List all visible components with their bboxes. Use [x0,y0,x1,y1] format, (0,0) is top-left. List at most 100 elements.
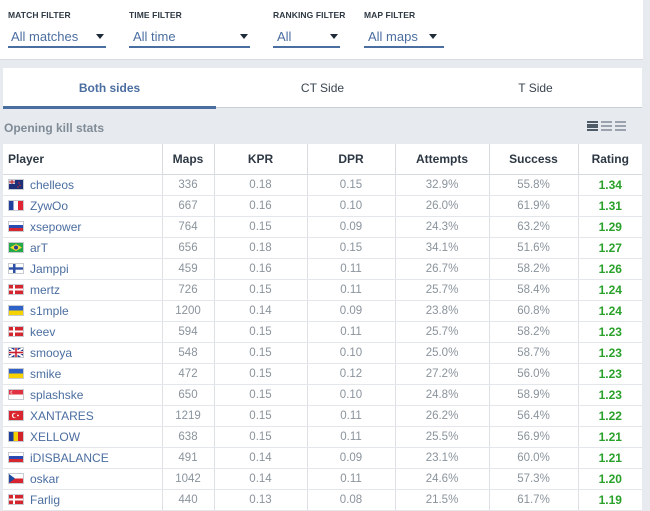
attempts-cell: 25.5% [395,426,490,448]
dpr-cell: 0.08 [307,489,396,511]
rating-cell: 1.23 [578,384,642,406]
brazil-flag-icon [8,241,24,253]
map-filter-select[interactable]: All maps [364,26,444,48]
rating-cell: 1.23 [578,342,642,364]
player-cell: smooya [3,342,163,364]
rating-cell: 1.20 [578,468,642,490]
france-flag-icon [8,199,24,211]
table-row[interactable]: XANTARES 1219 0.15 0.11 26.2% 56.4% 1.22 [3,405,642,427]
table-row[interactable]: arT 656 0.18 0.15 34.1% 51.6% 1.27 [3,237,642,259]
header-attempts[interactable]: Attempts [395,144,490,175]
player-name-link[interactable]: smooya [30,345,73,360]
player-name-link[interactable]: splashske [30,387,84,402]
romania-flag-icon [8,430,24,442]
kpr-cell: 0.15 [214,321,308,343]
maps-cell: 667 [162,195,215,217]
match-filter-select[interactable]: All matches [8,26,106,48]
dpr-cell: 0.15 [307,174,396,196]
success-cell: 58.4% [489,279,579,301]
attempts-cell: 24.3% [395,216,490,238]
rating-cell: 1.21 [578,447,642,469]
table-row[interactable]: mertz 726 0.15 0.11 25.7% 58.4% 1.24 [3,279,642,301]
kpr-cell: 0.16 [214,195,308,217]
dpr-cell: 0.10 [307,384,396,406]
match-filter-label: MATCH FILTER [8,10,71,20]
match-filter-value: All matches [11,28,79,44]
player-name-link[interactable]: Farlig [30,492,61,507]
table-row[interactable]: keev 594 0.15 0.11 25.7% 58.2% 1.23 [3,321,642,343]
opening-kill-stats-table: Player Maps KPR DPR Attempts Success Rat… [3,144,642,511]
player-name-link[interactable]: XANTARES [30,408,94,423]
success-cell: 57.3% [489,468,579,490]
player-name-link[interactable]: mertz [30,282,60,297]
denmark-flag-icon [8,283,24,295]
table-row[interactable]: smooya 548 0.15 0.10 25.0% 58.7% 1.23 [3,342,642,364]
ranking-filter-select[interactable]: All [273,26,340,48]
ranking-filter-value: All [277,28,292,44]
tab-t-side[interactable]: T Side [429,68,642,108]
table-row[interactable]: s1mple 1200 0.14 0.09 23.8% 60.8% 1.24 [3,300,642,322]
player-cell: XANTARES [3,405,163,427]
table-row[interactable]: ZywOo 667 0.16 0.10 26.0% 61.9% 1.31 [3,195,642,217]
table-row[interactable]: Jamppi 459 0.16 0.11 26.7% 58.2% 1.26 [3,258,642,280]
table-row[interactable]: iDISBALANCE 491 0.14 0.09 23.1% 60.0% 1.21 [3,447,642,469]
kpr-cell: 0.15 [214,279,308,301]
player-name-link[interactable]: chelleos [30,177,75,192]
player-name-link[interactable]: ZywOo [30,198,69,213]
attempts-cell: 26.7% [395,258,490,280]
list-view-icon[interactable] [587,121,598,131]
player-cell: Farlig [3,489,163,511]
player-name-link[interactable]: s1mple [30,303,69,318]
header-maps[interactable]: Maps [162,144,215,175]
attempts-cell: 32.9% [395,174,490,196]
dpr-cell: 0.11 [307,468,396,490]
rating-cell: 1.22 [578,405,642,427]
map-filter: MAP FILTER All maps [364,10,444,48]
dpr-cell: 0.15 [307,237,396,259]
player-cell: oskar [3,468,163,490]
player-cell: chelleos [3,174,163,196]
player-name-link[interactable]: keev [30,324,56,339]
kpr-cell: 0.14 [214,300,308,322]
maps-cell: 548 [162,342,215,364]
success-cell: 58.2% [489,321,579,343]
player-cell: s1mple [3,300,163,322]
compact-view-icon[interactable] [601,121,612,131]
maps-cell: 1219 [162,405,215,427]
table-row[interactable]: smike 472 0.15 0.12 27.2% 56.0% 1.23 [3,363,642,385]
header-success[interactable]: Success [489,144,579,175]
header-dpr[interactable]: DPR [307,144,396,175]
maps-cell: 1042 [162,468,215,490]
filter-bar: MATCH FILTER All matches TIME FILTER All… [0,0,643,60]
table-row[interactable]: splashske 650 0.15 0.10 24.8% 58.9% 1.23 [3,384,642,406]
table-row[interactable]: xsepower 764 0.15 0.09 24.3% 63.2% 1.29 [3,216,642,238]
singapore-flag-icon [8,388,24,400]
kpr-cell: 0.14 [214,468,308,490]
success-cell: 58.7% [489,342,579,364]
player-name-link[interactable]: arT [30,240,48,255]
player-name-link[interactable]: xsepower [30,219,82,234]
table-header-row: Player Maps KPR DPR Attempts Success Rat… [3,144,642,175]
finland-flag-icon [8,262,24,274]
header-player[interactable]: Player [3,144,163,175]
header-kpr[interactable]: KPR [214,144,308,175]
attempts-cell: 23.8% [395,300,490,322]
table-row[interactable]: XELLOW 638 0.15 0.11 25.5% 56.9% 1.21 [3,426,642,448]
time-filter-select[interactable]: All time [129,26,250,48]
czech-republic-flag-icon [8,472,24,484]
grid-view-icon[interactable] [615,121,626,131]
player-cell: ZywOo [3,195,163,217]
player-name-link[interactable]: smike [30,366,62,381]
player-name-link[interactable]: XELLOW [30,429,81,444]
player-name-link[interactable]: Jamppi [30,261,69,276]
header-rating[interactable]: Rating [578,144,642,175]
dpr-cell: 0.11 [307,405,396,427]
table-row[interactable]: chelleos 336 0.18 0.15 32.9% 55.8% 1.34 [3,174,642,196]
table-row[interactable]: oskar 1042 0.14 0.11 24.6% 57.3% 1.20 [3,468,642,490]
tab-ct-side[interactable]: CT Side [216,68,429,108]
tab-both-sides[interactable]: Both sides [3,68,216,109]
player-name-link[interactable]: oskar [30,471,60,486]
player-name-link[interactable]: iDISBALANCE [30,450,109,465]
table-row[interactable]: Farlig 440 0.13 0.08 21.5% 61.7% 1.19 [3,489,642,511]
success-cell: 51.6% [489,237,579,259]
